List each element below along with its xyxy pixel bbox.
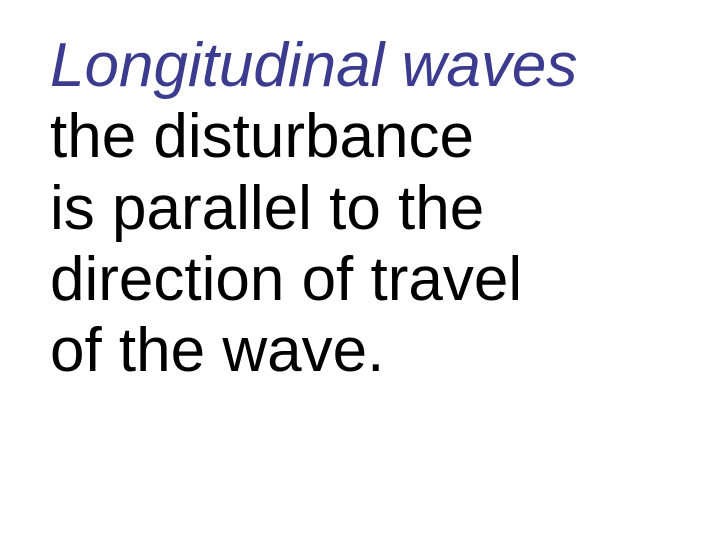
body-line-1: the disturbance bbox=[50, 101, 670, 172]
body-line-4: of the wave. bbox=[50, 315, 670, 386]
body-line-3: direction of travel bbox=[50, 244, 670, 315]
slide-body: the disturbance is parallel to the direc… bbox=[50, 101, 670, 386]
slide-container: Longitudinal waves the disturbance is pa… bbox=[50, 30, 670, 510]
body-line-2: is parallel to the bbox=[50, 173, 670, 244]
slide-title: Longitudinal waves bbox=[50, 30, 670, 101]
